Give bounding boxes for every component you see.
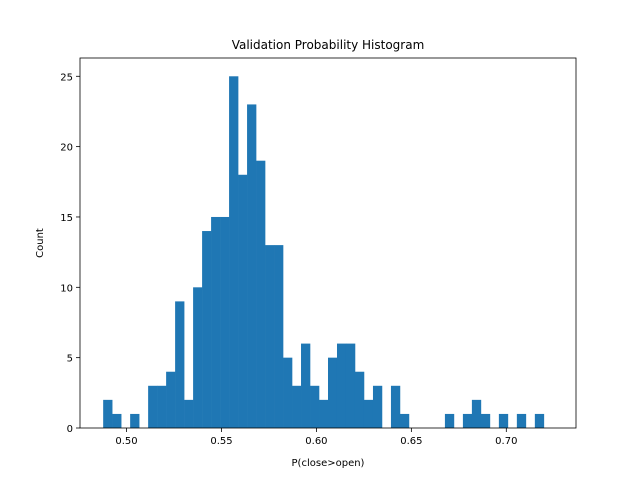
y-axis-ticks: 0 5 10 15 20 25	[60, 72, 80, 435]
histogram-bar	[516, 413, 527, 428]
chart-title: Validation Probability Histogram	[232, 38, 425, 52]
x-tick-label: 0.50	[115, 436, 137, 447]
histogram-bar	[166, 371, 176, 428]
histogram-bar	[399, 413, 410, 428]
histogram-bar	[471, 399, 482, 428]
histogram-bar	[310, 385, 320, 428]
histogram-bar	[328, 357, 338, 428]
histogram-bar	[444, 413, 455, 428]
histogram-bar	[372, 385, 383, 428]
histogram-bar	[220, 216, 230, 428]
y-tick-label: 25	[60, 72, 73, 83]
histogram-bar	[193, 287, 203, 428]
histogram-bar	[534, 413, 545, 428]
histogram-bar	[148, 385, 158, 428]
y-tick-label: 15	[60, 213, 73, 224]
x-tick-label: 0.60	[305, 436, 327, 447]
histogram-bar	[462, 413, 473, 428]
histogram-bar	[274, 245, 284, 428]
histogram-bar	[211, 216, 221, 428]
histogram-bar	[157, 385, 167, 428]
histogram-bar	[363, 399, 374, 428]
histogram-bar	[112, 413, 122, 428]
histogram-bar	[498, 413, 509, 428]
y-tick-label: 0	[67, 424, 73, 435]
histogram-bar	[103, 399, 113, 428]
y-tick-label: 20	[60, 143, 73, 154]
x-tick-label: 0.55	[210, 436, 232, 447]
plot-frame	[79, 57, 577, 429]
histogram-bar	[319, 399, 329, 428]
x-tick-label: 0.65	[400, 436, 422, 447]
histogram-bars	[103, 76, 545, 429]
y-axis-label: Count	[35, 228, 46, 258]
histogram-bar	[247, 104, 257, 429]
histogram-bar	[265, 245, 275, 428]
x-axis-label: P(close>open)	[292, 458, 365, 469]
histogram-bar	[238, 174, 248, 428]
x-tick-label: 0.70	[495, 436, 517, 447]
histogram-bar	[354, 371, 365, 428]
histogram-bar	[202, 231, 212, 428]
histogram-bar	[336, 343, 347, 428]
x-axis-ticks: 0.50 0.55 0.60 0.65 0.70	[115, 428, 517, 447]
histogram-bar	[292, 385, 302, 428]
histogram-bar	[256, 160, 266, 428]
histogram-bar	[390, 385, 401, 428]
histogram-bar	[175, 301, 185, 428]
histogram-bar	[184, 399, 194, 428]
histogram-bar	[283, 357, 293, 428]
histogram-bar	[345, 343, 356, 428]
histogram-bar	[229, 76, 239, 428]
y-tick-label: 5	[67, 354, 73, 365]
histogram-bar	[301, 343, 311, 428]
y-tick-label: 10	[60, 283, 73, 294]
histogram-bar	[130, 413, 140, 428]
histogram-bar	[480, 413, 491, 428]
